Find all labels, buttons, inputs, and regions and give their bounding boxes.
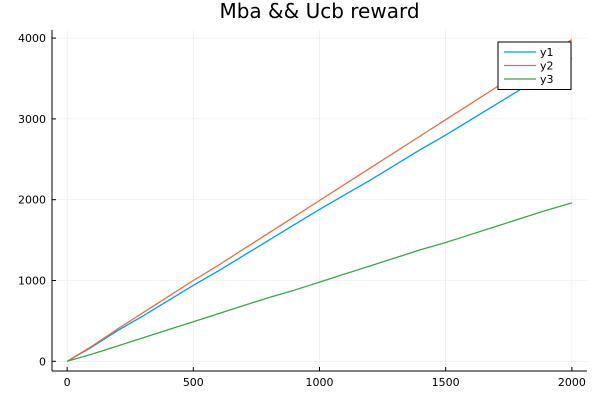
y-tick-label: 0 xyxy=(39,355,46,368)
y-tick-label: 4000 xyxy=(18,32,46,45)
chart-title: Mba && Ucb reward xyxy=(219,0,419,23)
y-tick-label: 2000 xyxy=(18,194,46,207)
legend-label-y3: y3 xyxy=(540,73,554,86)
y-tick-label: 1000 xyxy=(18,274,46,287)
axes: 0 500 1000 1500 2000 0 1000 2000 3000 4000 xyxy=(18,30,587,389)
series-line-y1 xyxy=(66,57,573,362)
x-tick-label: 500 xyxy=(183,376,204,389)
grid xyxy=(52,30,587,371)
series-line-y3 xyxy=(66,202,573,362)
x-tick-label: 1000 xyxy=(306,376,334,389)
legend-label-y1: y1 xyxy=(540,46,554,59)
y-tick-label: 3000 xyxy=(18,113,46,126)
x-tick-label: 2000 xyxy=(558,376,586,389)
x-tick-label: 0 xyxy=(64,376,71,389)
series-lines xyxy=(66,39,573,362)
x-tick-label: 1500 xyxy=(432,376,460,389)
legend-label-y2: y2 xyxy=(540,60,554,73)
series-line-y2 xyxy=(66,39,573,362)
